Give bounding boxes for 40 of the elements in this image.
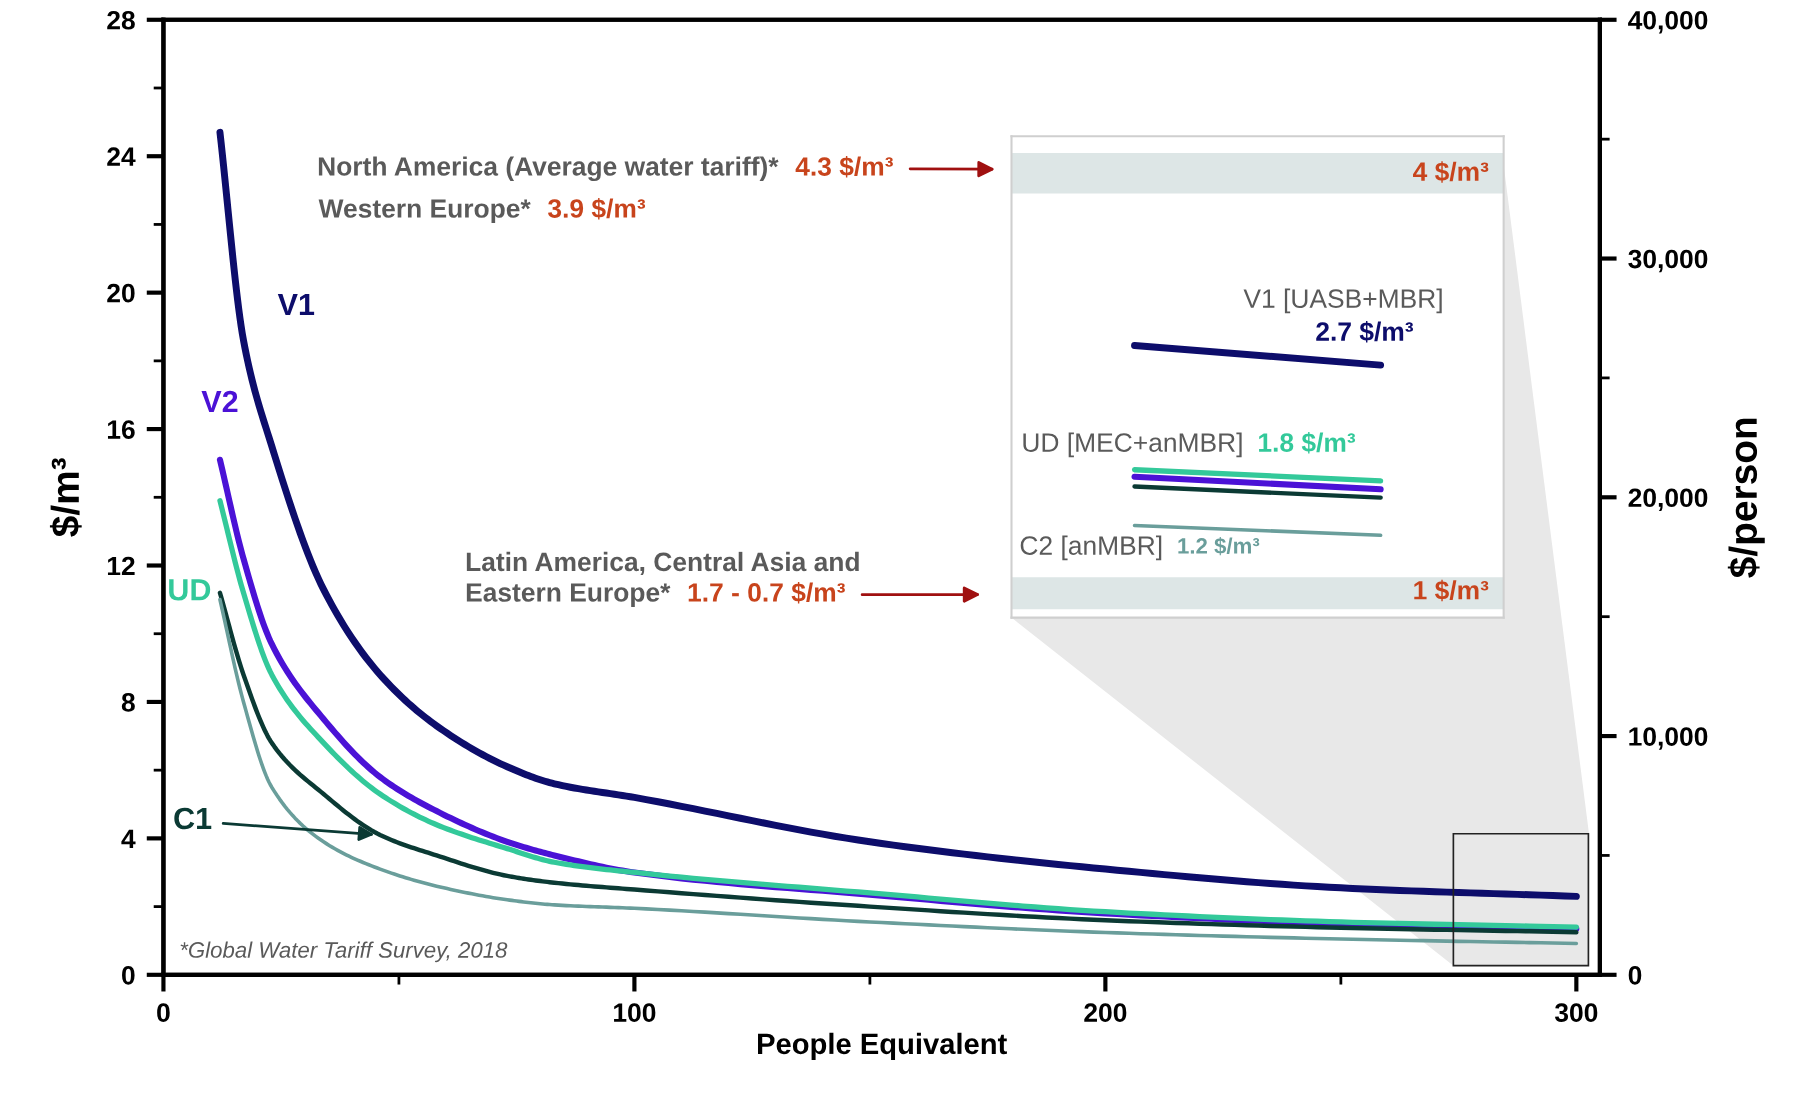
y2-tick-label: 0 [1628,965,1642,985]
annotation: Latin America, Central Asia and [466,551,859,576]
y-tick-label: 1 $/m³ [1414,579,1489,602]
annotation: V1 [UASB+MBR] [1243,288,1442,314]
annotation: 1.7 - 0.7 $/m³ [688,581,845,604]
y-tick-label: 12 [107,556,135,576]
x-tick-label: 0 [157,1003,170,1022]
y-tick-label: 8 [121,693,135,712]
y2-axis-title: $/person [1727,418,1765,578]
y2-tick-label: 20,000 [1628,488,1708,511]
x-tick-label: 200 [1084,1003,1127,1022]
y2-tick-label: 30,000 [1628,249,1708,273]
series-label: V1 [277,293,315,315]
annotation: 4.3 $/m³ [795,156,893,178]
annotation: *Global Water Tariff Survey, 2018 [180,941,508,963]
y-tick-label: 28 [107,10,135,30]
x-tick-label: 100 [614,1003,656,1022]
annotation: C2 [anMBR] [1020,535,1162,561]
y-tick-label: 0 [122,965,135,985]
annotation: 2.7 $/m³ [1316,321,1414,343]
series-label: V2 [201,390,238,413]
x-tick-label: 300 [1554,1003,1598,1023]
annotation: Western Europe* [318,199,531,224]
y-tick-label: 24 [107,147,136,166]
annotation: North America (Average water tariff)* [318,156,779,182]
annotation: 3.9 $/m³ [548,198,646,220]
y-tick-label: 20 [107,283,135,303]
y-tick-label: 4 $/m³ [1413,161,1489,183]
annotation: Eastern Europe* [466,583,671,608]
text: C1 [174,807,212,830]
y-tick-label: 16 [107,420,135,439]
y2-tick-label: 40,000 [1628,10,1708,34]
y-axis-title: $/m³ [49,458,82,537]
x-axis-title: People Equivalent [758,1032,1007,1060]
annotation: 1.2 $/m³ [1178,537,1260,556]
y2-tick-label: 10,000 [1629,727,1708,750]
annotation: UD [MEC+anMBR] [1023,432,1242,458]
y-tick-label: 4 [121,829,136,848]
annotation: 1.8 $/m³ [1259,432,1356,454]
series-label: UD [169,579,211,601]
